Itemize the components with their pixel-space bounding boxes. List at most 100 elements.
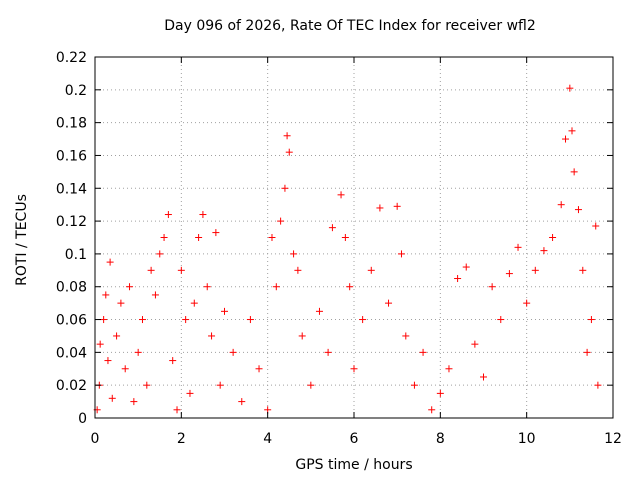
data-point: [283, 132, 291, 140]
y-tick-label: 0.2: [65, 83, 87, 99]
data-point: [126, 283, 134, 291]
data-point: [143, 381, 151, 389]
y-tick-label: 0.18: [56, 116, 87, 132]
x-axis-label: GPS time / hours: [295, 457, 413, 473]
data-point: [208, 332, 216, 340]
data-point: [121, 365, 129, 373]
data-point: [117, 299, 125, 307]
data-point: [281, 184, 289, 192]
data-point: [514, 243, 522, 251]
data-point: [169, 357, 177, 365]
data-point: [151, 291, 159, 299]
data-point: [268, 234, 276, 241]
data-point: [113, 332, 121, 340]
y-tick-label: 0.1: [65, 247, 87, 263]
data-point: [130, 398, 138, 406]
data-point: [199, 211, 207, 219]
y-tick-label: 0.12: [56, 214, 87, 230]
data-point: [454, 275, 462, 283]
data-point: [294, 266, 302, 274]
data-point: [164, 211, 172, 219]
data-point: [190, 299, 198, 307]
data-point: [324, 348, 332, 356]
data-point: [238, 398, 246, 406]
data-point: [594, 381, 602, 389]
data-point: [290, 250, 298, 258]
data-point: [134, 348, 142, 356]
data-point: [385, 299, 393, 307]
data-point: [160, 234, 168, 241]
data-point: [393, 202, 401, 210]
data-point: [100, 316, 108, 324]
y-tick-label: 0.06: [56, 313, 87, 329]
data-point: [462, 263, 470, 271]
data-point: [376, 204, 384, 212]
data-point: [410, 381, 418, 389]
data-point: [346, 283, 354, 291]
data-point: [285, 148, 293, 156]
data-point: [579, 266, 587, 274]
data-point: [203, 283, 211, 291]
data-point: [480, 373, 487, 381]
x-tick-label: 12: [604, 431, 622, 447]
data-point: [402, 332, 410, 340]
data-point: [557, 201, 565, 209]
data-point: [102, 291, 110, 299]
y-tick-label: 0.22: [56, 50, 87, 66]
data-point: [147, 266, 155, 274]
data-point: [177, 266, 185, 274]
x-tick-label: 4: [263, 431, 272, 447]
data-point: [471, 340, 479, 348]
data-point: [104, 357, 112, 365]
x-tick-label: 8: [436, 431, 445, 447]
data-point: [212, 229, 220, 237]
data-point: [497, 316, 505, 324]
y-tick-label: 0.14: [56, 181, 87, 197]
data-point: [298, 332, 306, 340]
data-point: [156, 250, 164, 258]
data-point: [505, 270, 513, 278]
data-point: [419, 348, 427, 356]
data-point: [337, 191, 345, 199]
data-point: [574, 206, 582, 214]
data-point: [307, 381, 315, 389]
y-tick-label: 0.16: [56, 148, 87, 164]
x-tick-label: 10: [518, 431, 536, 447]
data-point: [540, 247, 548, 255]
data-point: [583, 348, 591, 356]
data-point: [570, 168, 578, 176]
chart-title: Day 096 of 2026, Rate Of TEC Index for r…: [164, 18, 536, 34]
data-point: [523, 299, 531, 307]
data-point: [359, 316, 367, 324]
data-point: [592, 222, 600, 230]
grid-lines: [95, 57, 613, 418]
data-point: [445, 365, 453, 373]
y-tick-label: 0.04: [56, 345, 87, 361]
data-point: [229, 348, 237, 356]
data-point: [108, 394, 116, 402]
data-point: [106, 258, 114, 266]
data-point: [138, 316, 146, 324]
data-point: [568, 127, 576, 135]
data-point: [277, 217, 285, 225]
data-point: [96, 340, 104, 348]
data-point: [428, 406, 436, 414]
data-points: [93, 84, 602, 414]
x-tick-label: 6: [350, 431, 359, 447]
x-tick-label: 0: [91, 431, 100, 447]
data-point: [566, 84, 574, 92]
data-point: [367, 266, 375, 274]
data-point: [246, 316, 254, 324]
data-point: [562, 135, 570, 143]
data-point: [549, 234, 557, 241]
data-point: [587, 316, 595, 324]
data-point: [488, 283, 496, 291]
data-point: [436, 389, 444, 397]
data-point: [182, 316, 190, 324]
axis-ticks: 0 0.02 0.04 0.06 0.08 0.1 0.12 0.14 0.16 0.18 0.2 0…: [56, 50, 622, 447]
y-tick-label: 0.02: [56, 378, 87, 394]
y-tick-label: 0: [78, 411, 87, 427]
data-point: [272, 283, 280, 291]
data-point: [315, 307, 323, 315]
